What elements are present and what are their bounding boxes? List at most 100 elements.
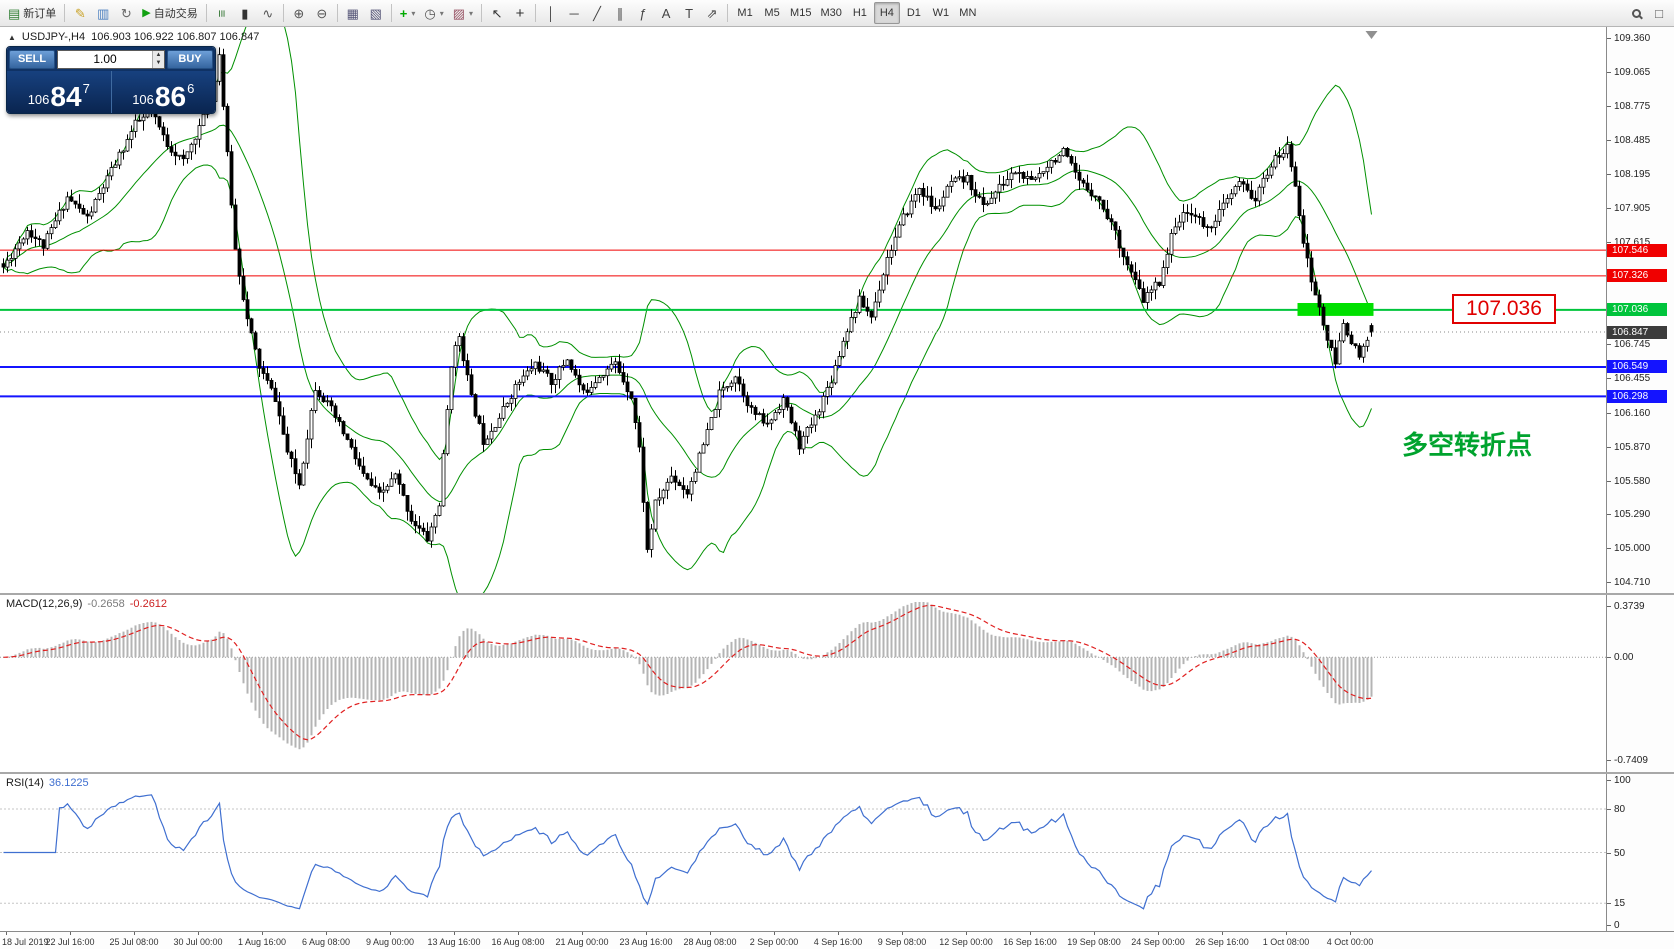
macd-indicator-canvas[interactable]	[0, 595, 1606, 772]
time-label: 21 Aug 00:00	[555, 937, 609, 947]
volume-up-button[interactable]: ▲	[153, 50, 164, 59]
axis-tick	[1607, 106, 1611, 107]
text-button[interactable]: A	[655, 2, 677, 24]
time-label: 4 Sep 16:00	[813, 937, 863, 947]
annotation-text[interactable]: 多空转折点	[1402, 430, 1533, 460]
time-label: 12 Sep 00:00	[939, 937, 993, 947]
market-watch-button[interactable]: ▥	[92, 2, 114, 24]
price-tick-label: 105.290	[1614, 509, 1651, 520]
price-tick-label: 109.065	[1614, 67, 1651, 78]
cursor-button[interactable]: ↖	[486, 2, 508, 24]
search-icon	[1631, 8, 1641, 18]
price-level-tag[interactable]: 106.298	[1607, 390, 1667, 403]
volume-field[interactable]: ▲ ▼	[57, 49, 165, 69]
timeframe-button-m1[interactable]: M1	[732, 2, 758, 24]
axis-tick	[1607, 344, 1611, 345]
bar-chart-button[interactable]: ≡	[211, 2, 233, 24]
timeframe-button-w1[interactable]: W1	[928, 2, 954, 24]
price-callout-box[interactable]: 107.036	[1452, 294, 1556, 324]
line-chart-button[interactable]: ∿	[257, 2, 279, 24]
new-order-button[interactable]: ▤ 新订单	[4, 2, 60, 24]
rsi-axis-label: 50	[1614, 848, 1626, 859]
refresh-button[interactable]: ↻	[115, 2, 137, 24]
zoom-out-button[interactable]: ⊖	[311, 2, 333, 24]
fibonacci-icon: ƒ	[639, 5, 647, 21]
price-level-tag[interactable]: 106.549	[1607, 360, 1667, 373]
chart-window-icon: ▲	[8, 32, 16, 42]
tile-windows-button[interactable]: ▦	[342, 2, 364, 24]
timeframe-button-m15[interactable]: M15	[786, 2, 815, 24]
sell-price-display[interactable]: 106 84 7	[7, 71, 111, 113]
bid-price-tag[interactable]: 106.847	[1607, 326, 1667, 339]
price-tick-label: 107.905	[1614, 203, 1651, 214]
one-click-trading-panel: SELL ▲ ▼ BUY 106 84 7 106 86 6	[6, 46, 216, 114]
workspace-button[interactable]: □	[1648, 2, 1670, 24]
metaeditor-button[interactable]: ✎	[69, 2, 91, 24]
candlestick-chart-button[interactable]: ▮	[234, 2, 256, 24]
axis-tick	[1607, 582, 1611, 583]
time-label: 16 Aug 08:00	[491, 937, 545, 947]
pane-splitter[interactable]	[0, 772, 1674, 774]
time-label: 19 Sep 08:00	[1067, 937, 1121, 947]
main-chart-canvas[interactable]	[0, 27, 1606, 593]
zoom-in-button[interactable]: ⊕	[288, 2, 310, 24]
trendline-button[interactable]: ╱	[586, 2, 608, 24]
crosshair-button[interactable]: +	[509, 2, 531, 24]
refresh-icon: ↻	[120, 5, 132, 21]
price-axis[interactable]: 109.360 109.065 108.775 108.485 108.195 107.9…	[1606, 27, 1674, 931]
toolbar-separator	[282, 4, 284, 22]
buy-price-prefix: 106	[132, 92, 154, 107]
line-chart-icon: ∿	[262, 5, 274, 21]
sell-button[interactable]: SELL	[9, 49, 55, 69]
timeframe-button-m5[interactable]: M5	[759, 2, 785, 24]
indicators-button[interactable]: + ▾	[396, 2, 420, 24]
price-tick-label: 106.745	[1614, 339, 1651, 350]
time-tick	[646, 932, 647, 935]
timeframe-button-mn[interactable]: MN	[955, 2, 981, 24]
volume-input[interactable]	[58, 50, 152, 68]
new-order-label: 新订单	[23, 8, 57, 20]
rsi-indicator-canvas[interactable]	[0, 774, 1606, 931]
axis-tick	[1607, 38, 1611, 39]
timeframe-button-m30[interactable]: M30	[816, 2, 845, 24]
time-tick	[710, 932, 711, 935]
timeframe-button-h1[interactable]: H1	[847, 2, 873, 24]
vertical-line-button[interactable]: │	[540, 2, 562, 24]
price-level-tag[interactable]: 107.036	[1607, 303, 1667, 316]
price-tick-label: 106.160	[1614, 408, 1651, 419]
toolbar-separator	[727, 4, 729, 22]
chevron-down-icon: ▾	[469, 8, 474, 18]
toolbar-separator	[535, 4, 537, 22]
time-tick	[262, 932, 263, 935]
buy-price-display[interactable]: 106 86 6	[112, 71, 216, 113]
pane-splitter[interactable]	[0, 593, 1674, 595]
time-label: 25 Jul 08:00	[109, 937, 159, 947]
price-level-tag[interactable]: 107.546	[1607, 244, 1667, 257]
horizontal-line-button[interactable]: ─	[563, 2, 585, 24]
sell-price-sup: 7	[82, 81, 90, 96]
time-tick	[1286, 932, 1287, 935]
price-level-tag[interactable]: 107.326	[1607, 269, 1667, 282]
autotrading-button[interactable]: ▶ 自动交易	[138, 2, 201, 24]
zoom-out-icon: ⊖	[316, 5, 328, 21]
fibonacci-button[interactable]: ƒ	[632, 2, 654, 24]
search-button[interactable]	[1625, 2, 1647, 24]
timeframe-button-h4[interactable]: H4	[873, 2, 900, 24]
axis-tick	[1607, 174, 1611, 175]
arrows-button[interactable]: ⇗	[701, 2, 723, 24]
macd-signal-value: -0.2612	[129, 598, 168, 610]
buy-button[interactable]: BUY	[167, 49, 213, 69]
arrow-icon: ⇗	[706, 5, 718, 21]
text-label-button[interactable]: T	[678, 2, 700, 24]
time-label: 1 Oct 08:00	[1262, 937, 1310, 947]
periods-button[interactable]: ◷ ▾	[420, 2, 447, 24]
timeframe-button-d1[interactable]: D1	[901, 2, 927, 24]
zoom-in-icon: ⊕	[293, 5, 305, 21]
templates-button[interactable]: ▨ ▾	[449, 2, 477, 24]
time-axis[interactable]: 18 Jul 2019 22 Jul 16:00 25 Jul 08:00 30 Ju…	[0, 931, 1674, 949]
channel-button[interactable]: ∥	[609, 2, 631, 24]
volume-down-button[interactable]: ▼	[153, 59, 164, 68]
cascade-windows-button[interactable]: ▧	[365, 2, 387, 24]
sell-price-prefix: 106	[27, 92, 50, 107]
time-tick	[1222, 932, 1223, 935]
